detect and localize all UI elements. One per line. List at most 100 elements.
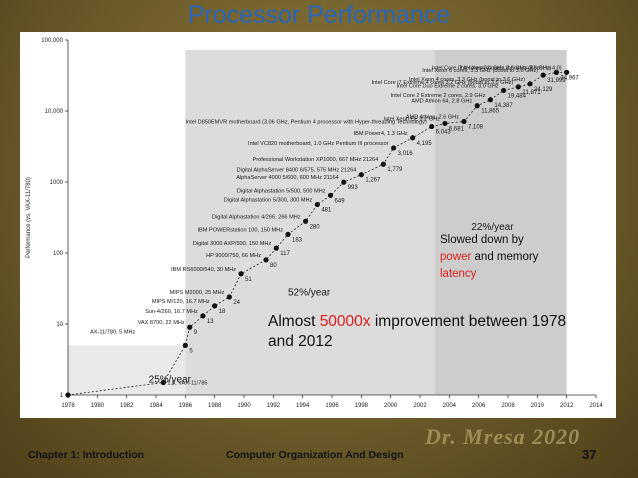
data-point [501, 87, 507, 94]
slide-title: Processor Performance [187, 1, 451, 29]
value-label: 6,043 [436, 130, 452, 136]
processor-label: IBM RS6000/540, 30 MHz [171, 267, 236, 273]
growth-region-1 [68, 345, 186, 395]
value-label: 14,387 [494, 103, 513, 109]
page-number: 37 [582, 447, 597, 462]
value-label: 13 [207, 319, 214, 325]
footer-course: Computer Organization And Design [226, 449, 404, 461]
x-tick-label: 2004 [443, 403, 457, 409]
processor-label: Intel Xeon 4 cores, 3.3 GHz (boost to 3.… [409, 77, 525, 83]
data-point [391, 145, 397, 151]
data-point [160, 379, 166, 386]
improve-text-2: improvement between 1978 and 2012 [268, 313, 567, 350]
growth-region-2 [185, 50, 435, 395]
processor-label: Digital 3000 AXP/500, 150 MHz [193, 241, 272, 247]
value-label: 7,108 [468, 125, 484, 131]
data-point [341, 179, 347, 185]
processor-label: AlphaServer 4000 5/600, 600 MHz 21164 [236, 175, 339, 181]
data-point [410, 135, 416, 141]
note-text-1: Slowed down by [440, 234, 524, 246]
value-label: 19,484 [508, 93, 527, 99]
note-latency: latency [440, 268, 477, 280]
processor-label: Intel Xeon 4 cores 3.6 GHz (Boost to 4.0… [459, 65, 561, 71]
y-tick-label: 100 [53, 251, 64, 257]
processor-label: 1.5, VAX-11/785 [167, 380, 207, 386]
x-tick-label: 1986 [179, 403, 193, 409]
processor-label: IBM POWERstation 100, 150 MHz [198, 227, 284, 233]
y-tick-label: 10,000 [45, 109, 64, 115]
processor-label: Intel Xeon EE 3.2 GHz [384, 116, 440, 122]
value-label: 117 [280, 251, 290, 257]
x-tick-label: 1996 [325, 403, 339, 409]
processor-label: Professional Workstation XP1000, 667 MHz… [253, 157, 379, 163]
growth-region-3 [434, 50, 567, 395]
value-label: 34,967 [560, 75, 579, 81]
growth-rate-label: 52%/year [288, 288, 331, 299]
value-label: 1,779 [387, 167, 403, 173]
data-point [303, 218, 309, 224]
data-point [226, 294, 232, 300]
chart-panel: 1 10 100 1000 10,000 100,000 1978 1980 1982 1984 1… [20, 32, 616, 418]
data-point [380, 161, 386, 167]
value-label: 24 [233, 300, 240, 306]
y-tick-label: 1000 [50, 180, 64, 186]
y-axis-label: Performance (vs. VAX-11/780) [26, 177, 32, 258]
processor-label: Digital Alphastation 4/266, 266 MHz [212, 214, 301, 220]
growth-rate-label: 25%/year [149, 374, 192, 385]
processor-label: IBM Power4, 1.3 GHz [354, 131, 408, 137]
value-label: 1,267 [365, 178, 381, 184]
processor-label: VAX 8700, 22 MHz [138, 320, 185, 326]
data-point [540, 72, 546, 78]
processor-label: AMD Athlon, 2.6 GHz [406, 115, 459, 121]
processor-label: AMD Athlon 64, 2.8 GHz [411, 99, 472, 105]
data-point [200, 313, 206, 319]
y-tick-label: 10 [56, 322, 63, 328]
y-tick-label: 1 [60, 393, 64, 399]
data-point [515, 84, 521, 90]
value-label: 9 [194, 330, 198, 336]
x-tick-label: 1988 [208, 403, 222, 409]
data-point [327, 192, 334, 198]
data-point [187, 324, 193, 330]
x-tick-label: 1990 [237, 403, 251, 409]
x-tick-label: 2010 [531, 403, 545, 409]
author-signature: Dr. Mresa 2020 [425, 424, 581, 449]
value-label: 31,999 [547, 78, 566, 84]
processor-label: Intel Core i7 Extreme 4 cores 3.2 GHz (b… [372, 80, 514, 86]
value-label: 5 [189, 348, 193, 354]
growth-rate-label: 22%/year [471, 222, 514, 233]
x-tick-label: 2012 [560, 403, 574, 409]
data-point [285, 231, 291, 237]
improve-text-1: Almost [268, 313, 320, 330]
data-point [358, 172, 364, 178]
y-tick-label: 100,000 [41, 38, 63, 44]
data-point [238, 271, 244, 277]
x-tick-label: 2008 [501, 403, 515, 409]
value-label: 183 [292, 237, 303, 243]
performance-chart: 1 10 100 1000 10,000 100,000 1978 1980 1982 1984 1… [26, 38, 603, 409]
improvement-note: Almost 50000x improvement between 1978 a… [268, 312, 568, 352]
x-tick-label: 2014 [589, 403, 603, 409]
data-point [527, 81, 533, 87]
footer-chapter: Chapter 1: Introduction [28, 449, 145, 461]
value-label: 481 [321, 208, 332, 214]
processor-label: Sun-4/260, 16.7 MHz [145, 309, 198, 315]
value-label: 649 [335, 198, 346, 204]
x-tick-label: 1994 [296, 403, 310, 409]
value-label: 4,195 [417, 141, 433, 147]
data-point [442, 120, 448, 127]
value-label: 280 [310, 224, 321, 230]
data-point [487, 97, 493, 103]
data-point [273, 245, 279, 251]
processor-label: MIPS M2000, 25 MHz [170, 290, 225, 296]
data-point [314, 201, 320, 208]
note-power: power [440, 251, 472, 263]
x-tick-label: 2000 [384, 403, 398, 409]
data-point [182, 342, 188, 348]
processor-label: Digital Alphastation 5/300, 300 MHz [224, 198, 313, 204]
data-point [461, 118, 467, 125]
value-label: 3,016 [398, 151, 414, 157]
processor-label: MIPS M/120, 16.7 MHz [152, 299, 210, 305]
data-point [474, 103, 480, 109]
processor-label: Intel D850EMVR motherboard (3.06 GHz, Pe… [186, 120, 427, 126]
